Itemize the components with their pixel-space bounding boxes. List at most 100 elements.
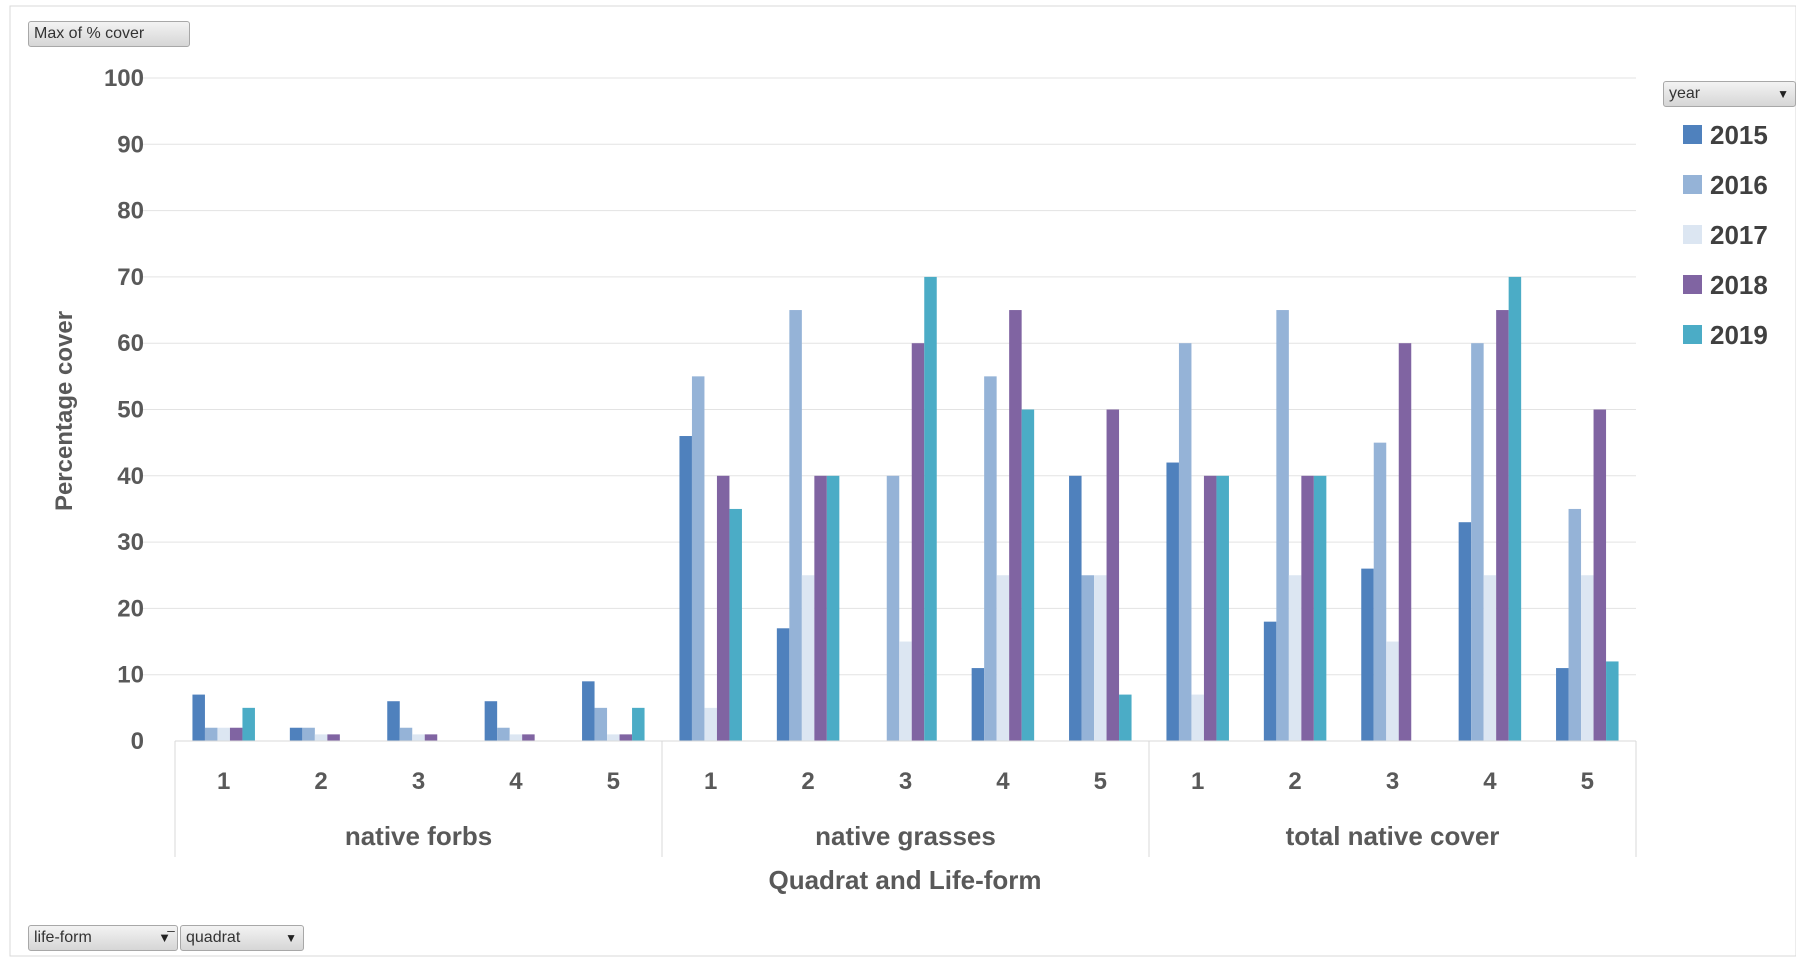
y-tick-label: 80	[117, 198, 144, 225]
value-field-button[interactable]: Max of % cover	[28, 21, 190, 47]
y-tick-label: 0	[131, 728, 144, 755]
bar-2016	[497, 727, 510, 741]
bar-2015	[1166, 462, 1179, 741]
bar-2018	[1398, 343, 1412, 741]
chevron-down-icon[interactable]: ▼	[285, 931, 297, 945]
bar-2019	[1313, 475, 1327, 741]
x-tick-label: 4	[996, 768, 1010, 795]
bars	[192, 276, 1619, 741]
x-tick-label: 4	[1483, 768, 1497, 795]
bar-2018	[716, 475, 730, 741]
legend-label: 2019	[1710, 320, 1768, 350]
bar-2016	[1276, 310, 1289, 741]
x-tick-label: 1	[1191, 768, 1204, 795]
y-tick-label: 10	[117, 662, 144, 689]
bar-2017	[412, 734, 425, 741]
bar-2018	[522, 734, 535, 741]
y-tick-label: 50	[117, 397, 144, 424]
bar-2019	[1021, 409, 1035, 741]
x-tick-label: 4	[509, 768, 523, 795]
chart-frame	[9, 5, 1796, 957]
bar-2019	[1119, 694, 1132, 741]
bar-2015	[1263, 621, 1277, 741]
bar-2016	[1081, 575, 1095, 741]
bar-2016	[399, 727, 413, 741]
bar-2015	[387, 701, 400, 741]
bar-2018	[619, 734, 633, 741]
bar-2015	[1458, 522, 1472, 741]
legend: 2015 2016 2017 2018 2019	[1683, 120, 1768, 350]
gridlines	[140, 77, 1636, 676]
bar-2019	[729, 508, 742, 741]
legend-label: 2017	[1710, 220, 1768, 250]
bar-2018	[814, 475, 827, 741]
value-field-label: Max of % cover	[34, 25, 145, 42]
bar-2018	[1106, 409, 1120, 741]
bar-2015	[1069, 475, 1082, 741]
bar-2017	[1483, 575, 1497, 741]
bar-2017	[1386, 641, 1399, 741]
filter-icon[interactable]: ▼̅	[158, 930, 171, 945]
bar-2016	[886, 475, 900, 741]
bar-2016	[1568, 508, 1582, 741]
bar-2019	[1216, 475, 1229, 741]
bar-2016	[691, 376, 705, 741]
bar-2015	[679, 436, 692, 741]
bar-2017	[1094, 575, 1107, 741]
bar-2017	[801, 575, 815, 741]
bar-2015	[582, 681, 595, 741]
legend-swatch-2018	[1683, 275, 1702, 294]
legend-swatch-2016	[1683, 175, 1702, 194]
x-group-label: native forbs	[345, 821, 492, 851]
axis-field-label-life-form: life-form	[34, 929, 92, 946]
bar-2019	[826, 475, 840, 741]
axes: 0 10 20 30 40 50 60 70 80 90 100 1 2 3 4 5 native forbs 1…	[104, 65, 1637, 857]
x-tick-label: 5	[1581, 768, 1594, 795]
bar-2015	[776, 628, 790, 741]
x-tick-label: 2	[801, 768, 814, 795]
legend-label: 2018	[1710, 270, 1768, 300]
bar-2018	[1593, 409, 1607, 741]
bar-2018	[1301, 475, 1314, 741]
bar-2018	[229, 727, 243, 741]
bar-2017	[607, 734, 620, 741]
y-tick-label: 100	[104, 65, 144, 92]
bar-2016	[204, 727, 218, 741]
x-axis-title: Quadrat and Life-form	[768, 865, 1041, 895]
bar-2017	[314, 734, 328, 741]
chevron-down-icon[interactable]: ▼	[1777, 87, 1789, 101]
bar-2017	[217, 727, 230, 741]
y-axis-title: Percentage cover	[51, 311, 78, 511]
bar-2018	[911, 343, 925, 741]
bar-2017	[509, 734, 523, 741]
axis-field-button-quadrat[interactable]: quadrat ▼	[180, 925, 304, 951]
y-tick-label: 40	[117, 463, 144, 490]
bar-2019	[1606, 661, 1619, 741]
y-tick-label: 30	[117, 529, 144, 556]
chart-border	[9, 5, 1796, 957]
bar-2018	[327, 734, 340, 741]
bar-2016	[594, 707, 608, 741]
bar-2015	[192, 694, 205, 741]
legend-field-button[interactable]: year ▼	[1663, 81, 1796, 107]
axis-field-button-life-form[interactable]: life-form ▼̅	[28, 925, 178, 951]
bar-2016	[984, 376, 997, 741]
bar-2019	[632, 707, 645, 741]
y-tick-label: 90	[117, 131, 144, 158]
bar-2016	[302, 727, 315, 741]
bar-2017	[1581, 575, 1594, 741]
x-tick-label: 1	[217, 768, 230, 795]
legend-swatch-2015	[1683, 125, 1702, 144]
x-tick-label: 5	[607, 768, 620, 795]
x-group-label: native grasses	[815, 821, 996, 851]
axis-field-label-quadrat: quadrat	[186, 929, 241, 946]
bar-2018	[1009, 310, 1022, 741]
bar-2017	[1288, 575, 1302, 741]
bar-2015	[971, 668, 985, 741]
bar-2017	[996, 575, 1010, 741]
bar-2018	[1203, 475, 1217, 741]
x-tick-label: 2	[314, 768, 327, 795]
bar-2019	[242, 707, 255, 741]
